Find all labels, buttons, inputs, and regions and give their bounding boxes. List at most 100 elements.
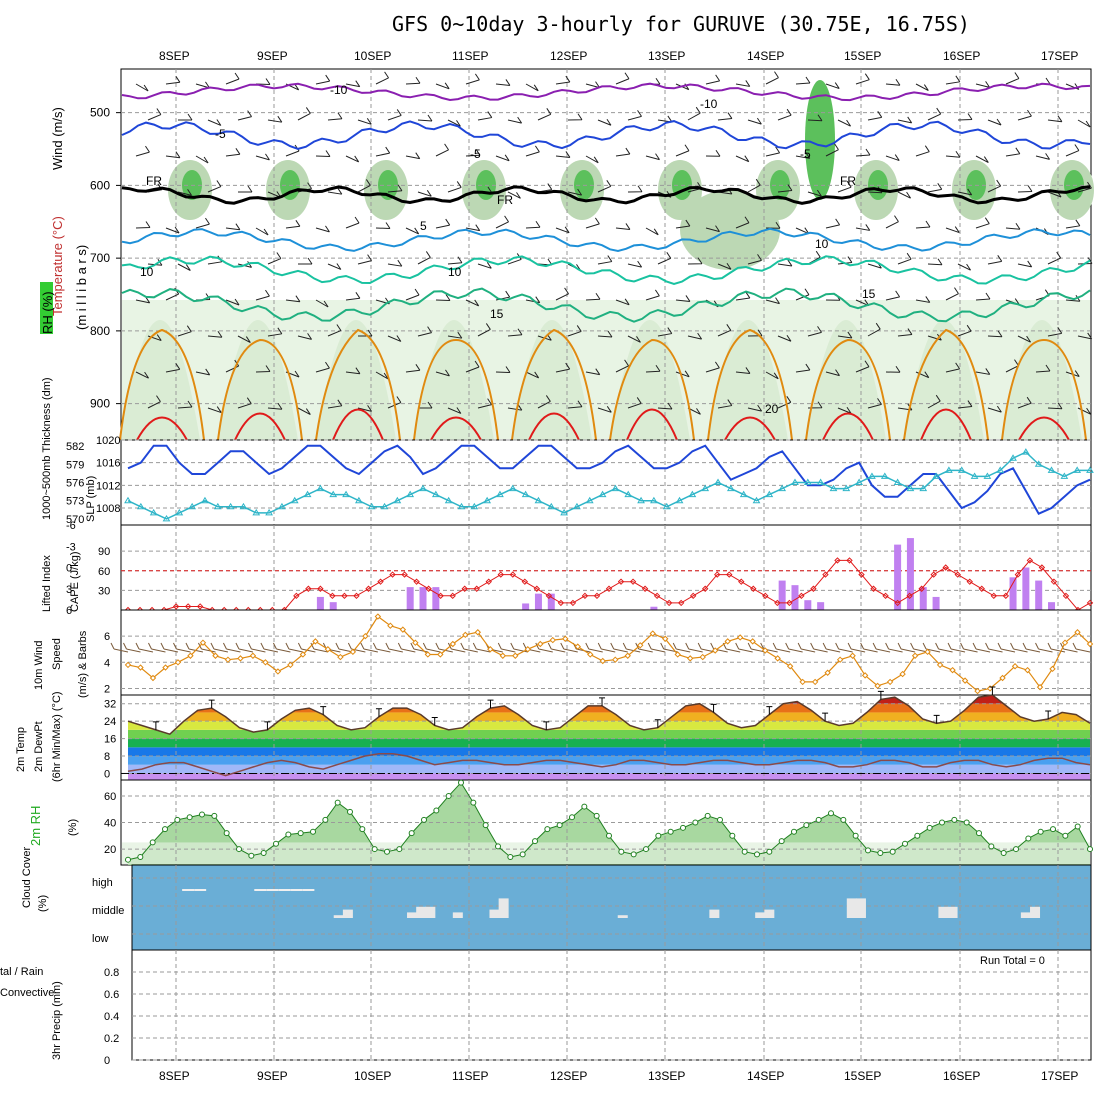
cape-bar [1035, 580, 1043, 610]
wind-barb [777, 259, 793, 267]
wind-barb [207, 180, 222, 193]
lifted-index-point [1050, 578, 1058, 585]
lifted-index-point [533, 585, 541, 592]
wind-speed-point [749, 638, 756, 645]
rh-point [976, 830, 982, 837]
lifted-index-point [1026, 557, 1034, 564]
wind-speed-point [237, 655, 244, 662]
wind-barb [772, 642, 791, 653]
wind-speed-point [462, 631, 469, 639]
rh-point [149, 839, 156, 846]
minmax-bar [1045, 710, 1052, 719]
cloud-high-bar [266, 889, 279, 891]
wind-barb [987, 179, 1002, 193]
wind-barb [495, 154, 510, 162]
wind-speed-point [587, 651, 594, 658]
rh-point [507, 854, 514, 861]
pressure-tick: 700 [90, 251, 110, 265]
rh-point [766, 848, 773, 855]
wind-barb [372, 642, 391, 653]
wind-barb [267, 115, 283, 123]
wind-barb [765, 371, 779, 380]
top-date-label: 11SEP [452, 49, 488, 63]
rh-point [260, 850, 267, 857]
rh-point [433, 807, 440, 814]
wind-speed-point [537, 640, 544, 648]
wind-barb [387, 335, 402, 342]
thickness-line [127, 451, 1090, 520]
thickness-point [945, 466, 953, 473]
wind-speed-point [1074, 629, 1081, 636]
wind-barb [237, 335, 251, 344]
thickness-point [496, 490, 504, 498]
lifted-index-point [858, 571, 865, 578]
wind-barb [195, 368, 211, 376]
minmax-bar [208, 699, 215, 709]
wind-barb [477, 111, 493, 121]
lifted-index-point [593, 592, 601, 600]
slp-line [127, 444, 1091, 515]
wind-speed-point [337, 653, 344, 661]
rh-point [643, 846, 649, 853]
temp-band [128, 721, 1090, 730]
wind-barb [405, 227, 420, 235]
wind-speed-point [699, 653, 706, 661]
rh-point [186, 814, 193, 821]
wind-barb [135, 83, 149, 92]
wind-barb [225, 223, 241, 231]
wind-barb [960, 642, 978, 653]
wind-barb [1017, 260, 1033, 268]
wind-barb [447, 407, 462, 414]
cloud-middle-bar [489, 909, 500, 918]
rh-point [680, 824, 686, 831]
cloud-middle-bar [342, 909, 353, 918]
wind-speed-point [899, 670, 906, 678]
minmax-bar [654, 719, 661, 728]
lifted-index-point [1086, 599, 1094, 607]
cape-bar [791, 585, 799, 610]
wind-barb [477, 262, 492, 269]
thickness-point [791, 478, 799, 485]
rh-point [236, 846, 242, 853]
wind-barb [525, 371, 540, 379]
wind-barb [747, 254, 762, 265]
bottom-date-label: 17SEP [1041, 1069, 1078, 1083]
wind-barb [272, 642, 291, 653]
rh-point [902, 840, 908, 847]
cloud-middle-bar [452, 912, 463, 918]
cloud-high-bar [302, 889, 315, 891]
wind-barb [447, 331, 463, 339]
wind-barb [310, 642, 329, 653]
cloud-level-label: middle [92, 905, 124, 917]
contour-20 [413, 338, 499, 441]
wind-barb [717, 324, 732, 337]
lifted-index-point [990, 592, 998, 600]
wind-barb [123, 642, 141, 653]
cape-bar [804, 600, 812, 610]
cape-bar [919, 587, 927, 610]
wind-barb [385, 642, 403, 653]
thickness-point [303, 490, 312, 498]
wind-barb [255, 365, 271, 373]
wind-barb [405, 288, 420, 301]
thickness-point [996, 466, 1005, 473]
rh-point [470, 799, 477, 806]
wind-barb [807, 326, 822, 337]
li-tick: -3 [66, 541, 76, 553]
wind-barb [867, 111, 883, 121]
wind-speed-point [936, 661, 944, 669]
precip-tick: 0.6 [104, 989, 119, 1001]
wind-barb [915, 371, 930, 379]
top-date-label: 16SEP [943, 49, 980, 63]
wind-barb [645, 227, 659, 236]
wind-barb [1065, 144, 1080, 157]
wind-barb [525, 145, 540, 157]
thickness-point [714, 478, 722, 485]
wind-barb [177, 325, 192, 337]
rh-point [125, 856, 131, 863]
wind-barb [585, 368, 601, 376]
rh-point [581, 803, 588, 810]
wind-barb [872, 642, 891, 653]
wind-barb [237, 397, 252, 409]
wind-speed-point [524, 646, 531, 653]
